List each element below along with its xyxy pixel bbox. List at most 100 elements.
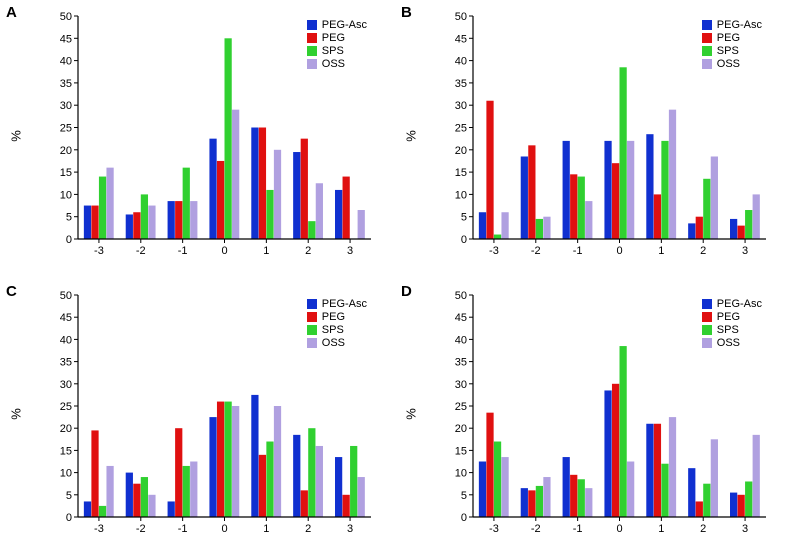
bar-PEG-Asc bbox=[126, 473, 133, 517]
legend-swatch bbox=[307, 59, 317, 69]
legend-label: SPS bbox=[717, 324, 739, 336]
svg-text:10: 10 bbox=[60, 468, 72, 480]
legend-item-PEG: PEG bbox=[307, 311, 367, 323]
chart-C: % 05101520253035404550-3-2-10123PEG-AscP… bbox=[50, 289, 377, 539]
svg-text:40: 40 bbox=[455, 334, 467, 346]
bar-PEG bbox=[696, 501, 703, 517]
ylabel: % bbox=[8, 130, 23, 142]
chart-grid: A % 05101520253035404550-3-2-10123PEG-As… bbox=[0, 0, 790, 557]
svg-text:15: 15 bbox=[455, 167, 467, 179]
legend-item-OSS: OSS bbox=[307, 58, 367, 70]
legend-swatch bbox=[702, 33, 712, 43]
svg-text:30: 30 bbox=[60, 100, 72, 112]
legend-label: OSS bbox=[322, 337, 345, 349]
bar-SPS bbox=[266, 442, 273, 517]
bar-OSS bbox=[753, 435, 760, 517]
svg-text:-3: -3 bbox=[94, 245, 104, 257]
bar-PEG bbox=[343, 495, 350, 517]
svg-text:30: 30 bbox=[455, 379, 467, 391]
bar-PEG-Asc bbox=[335, 190, 342, 239]
svg-text:0: 0 bbox=[221, 523, 227, 535]
bar-PEG-Asc bbox=[168, 201, 175, 239]
bar-PEG-Asc bbox=[563, 141, 570, 239]
svg-text:1: 1 bbox=[658, 245, 664, 257]
svg-text:45: 45 bbox=[455, 33, 467, 45]
bar-PEG-Asc bbox=[84, 501, 91, 517]
bar-PEG-Asc bbox=[646, 424, 653, 517]
bar-PEG bbox=[259, 128, 266, 240]
bar-SPS bbox=[661, 141, 668, 239]
bar-PEG bbox=[175, 201, 182, 239]
legend-swatch bbox=[307, 312, 317, 322]
bar-OSS bbox=[627, 141, 634, 239]
bar-SPS bbox=[536, 486, 543, 517]
bar-PEG bbox=[217, 161, 224, 239]
legend-item-PEG-Asc: PEG-Asc bbox=[307, 19, 367, 31]
panel-D: D % 05101520253035404550-3-2-10123PEG-As… bbox=[395, 279, 790, 557]
bar-OSS bbox=[501, 212, 508, 239]
svg-text:15: 15 bbox=[60, 445, 72, 457]
legend-swatch bbox=[702, 299, 712, 309]
bar-OSS bbox=[711, 156, 718, 239]
legend-swatch bbox=[702, 338, 712, 348]
bar-PEG bbox=[528, 490, 535, 517]
svg-text:40: 40 bbox=[455, 56, 467, 68]
ylabel: % bbox=[403, 408, 418, 420]
bar-PEG bbox=[612, 384, 619, 517]
legend-item-PEG-Asc: PEG-Asc bbox=[702, 19, 762, 31]
bar-OSS bbox=[316, 183, 323, 239]
svg-text:50: 50 bbox=[60, 11, 72, 23]
panel-label-D: D bbox=[401, 283, 412, 300]
legend-label: PEG bbox=[717, 32, 740, 44]
legend-label: PEG bbox=[717, 311, 740, 323]
bar-OSS bbox=[148, 206, 155, 239]
legend-item-OSS: OSS bbox=[307, 337, 367, 349]
legend-item-PEG-Asc: PEG-Asc bbox=[307, 298, 367, 310]
bar-PEG bbox=[301, 490, 308, 517]
legend: PEG-AscPEGSPSOSS bbox=[698, 16, 766, 73]
svg-text:-1: -1 bbox=[573, 245, 583, 257]
bar-OSS bbox=[627, 462, 634, 518]
bar-OSS bbox=[358, 210, 365, 239]
legend-item-SPS: SPS bbox=[307, 324, 367, 336]
bar-PEG bbox=[133, 484, 140, 517]
bar-PEG bbox=[301, 139, 308, 239]
bar-OSS bbox=[669, 417, 676, 517]
legend-label: PEG-Asc bbox=[322, 19, 367, 31]
bar-PEG bbox=[91, 430, 98, 517]
svg-text:3: 3 bbox=[347, 523, 353, 535]
bar-PEG bbox=[217, 402, 224, 517]
ylabel: % bbox=[403, 130, 418, 142]
bar-SPS bbox=[703, 179, 710, 239]
legend-item-PEG: PEG bbox=[702, 32, 762, 44]
bar-SPS bbox=[494, 235, 501, 239]
svg-text:25: 25 bbox=[60, 401, 72, 413]
svg-text:-3: -3 bbox=[94, 523, 104, 535]
bar-PEG bbox=[654, 194, 661, 239]
svg-text:35: 35 bbox=[455, 78, 467, 90]
bar-SPS bbox=[225, 402, 232, 517]
bar-OSS bbox=[543, 477, 550, 517]
bar-SPS bbox=[703, 484, 710, 517]
svg-text:3: 3 bbox=[742, 245, 748, 257]
svg-text:25: 25 bbox=[455, 401, 467, 413]
bar-SPS bbox=[308, 428, 315, 517]
bar-PEG bbox=[570, 174, 577, 239]
bar-OSS bbox=[148, 495, 155, 517]
bar-PEG-Asc bbox=[604, 141, 611, 239]
panel-label-B: B bbox=[401, 4, 412, 21]
svg-text:45: 45 bbox=[60, 33, 72, 45]
svg-text:-3: -3 bbox=[489, 523, 499, 535]
svg-text:40: 40 bbox=[60, 56, 72, 68]
legend-label: SPS bbox=[717, 45, 739, 57]
bar-PEG-Asc bbox=[168, 501, 175, 517]
svg-text:-2: -2 bbox=[531, 245, 541, 257]
panel-label-C: C bbox=[6, 283, 17, 300]
bar-PEG bbox=[91, 206, 98, 239]
bar-SPS bbox=[620, 346, 627, 517]
svg-text:-2: -2 bbox=[136, 523, 146, 535]
legend-label: SPS bbox=[322, 45, 344, 57]
bar-OSS bbox=[585, 488, 592, 517]
svg-text:0: 0 bbox=[461, 512, 467, 524]
svg-text:1: 1 bbox=[263, 245, 269, 257]
